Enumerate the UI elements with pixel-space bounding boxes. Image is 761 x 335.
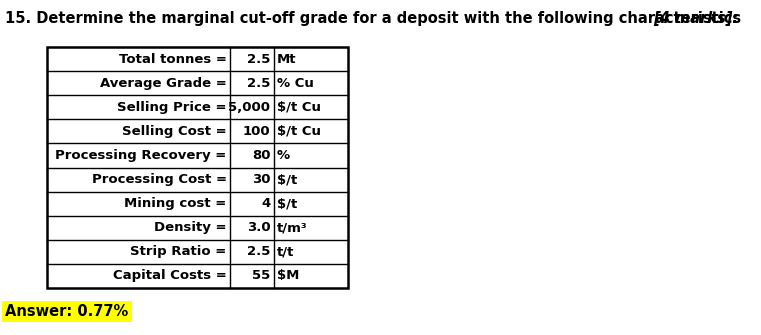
Text: Density =: Density = <box>154 221 227 234</box>
Text: Total tonnes =: Total tonnes = <box>119 53 227 66</box>
Text: 30: 30 <box>252 173 270 186</box>
Text: $/t: $/t <box>277 197 297 210</box>
Text: 15. Determine the marginal cut-off grade for a deposit with the following charac: 15. Determine the marginal cut-off grade… <box>5 11 747 26</box>
Text: 3.0: 3.0 <box>247 221 270 234</box>
Text: Selling Cost =: Selling Cost = <box>122 125 227 138</box>
Text: 2.5: 2.5 <box>247 77 270 90</box>
Text: $/t Cu: $/t Cu <box>277 101 320 114</box>
Text: [4 marks]:: [4 marks]: <box>654 11 739 26</box>
Text: 80: 80 <box>252 149 270 162</box>
Text: Processing Recovery =: Processing Recovery = <box>56 149 227 162</box>
Text: %: % <box>277 149 290 162</box>
Text: 100: 100 <box>243 125 270 138</box>
Text: t/m³: t/m³ <box>277 221 307 234</box>
Text: t/t: t/t <box>277 245 294 258</box>
Text: 2.5: 2.5 <box>247 245 270 258</box>
Text: 55: 55 <box>252 269 270 282</box>
Text: % Cu: % Cu <box>277 77 314 90</box>
Text: $M: $M <box>277 269 299 282</box>
Text: Strip Ratio =: Strip Ratio = <box>130 245 227 258</box>
Bar <box>46 47 349 288</box>
Text: $/t Cu: $/t Cu <box>277 125 320 138</box>
Text: 5,000: 5,000 <box>228 101 270 114</box>
Text: 2.5: 2.5 <box>247 53 270 66</box>
Text: Mt: Mt <box>277 53 296 66</box>
Text: Processing Cost =: Processing Cost = <box>91 173 227 186</box>
Text: Answer: 0.77%: Answer: 0.77% <box>5 304 129 319</box>
Text: Capital Costs =: Capital Costs = <box>113 269 227 282</box>
Text: Selling Price =: Selling Price = <box>117 101 227 114</box>
Text: 4: 4 <box>261 197 270 210</box>
Text: Average Grade =: Average Grade = <box>100 77 227 90</box>
Text: Mining cost =: Mining cost = <box>124 197 227 210</box>
Text: $/t: $/t <box>277 173 297 186</box>
